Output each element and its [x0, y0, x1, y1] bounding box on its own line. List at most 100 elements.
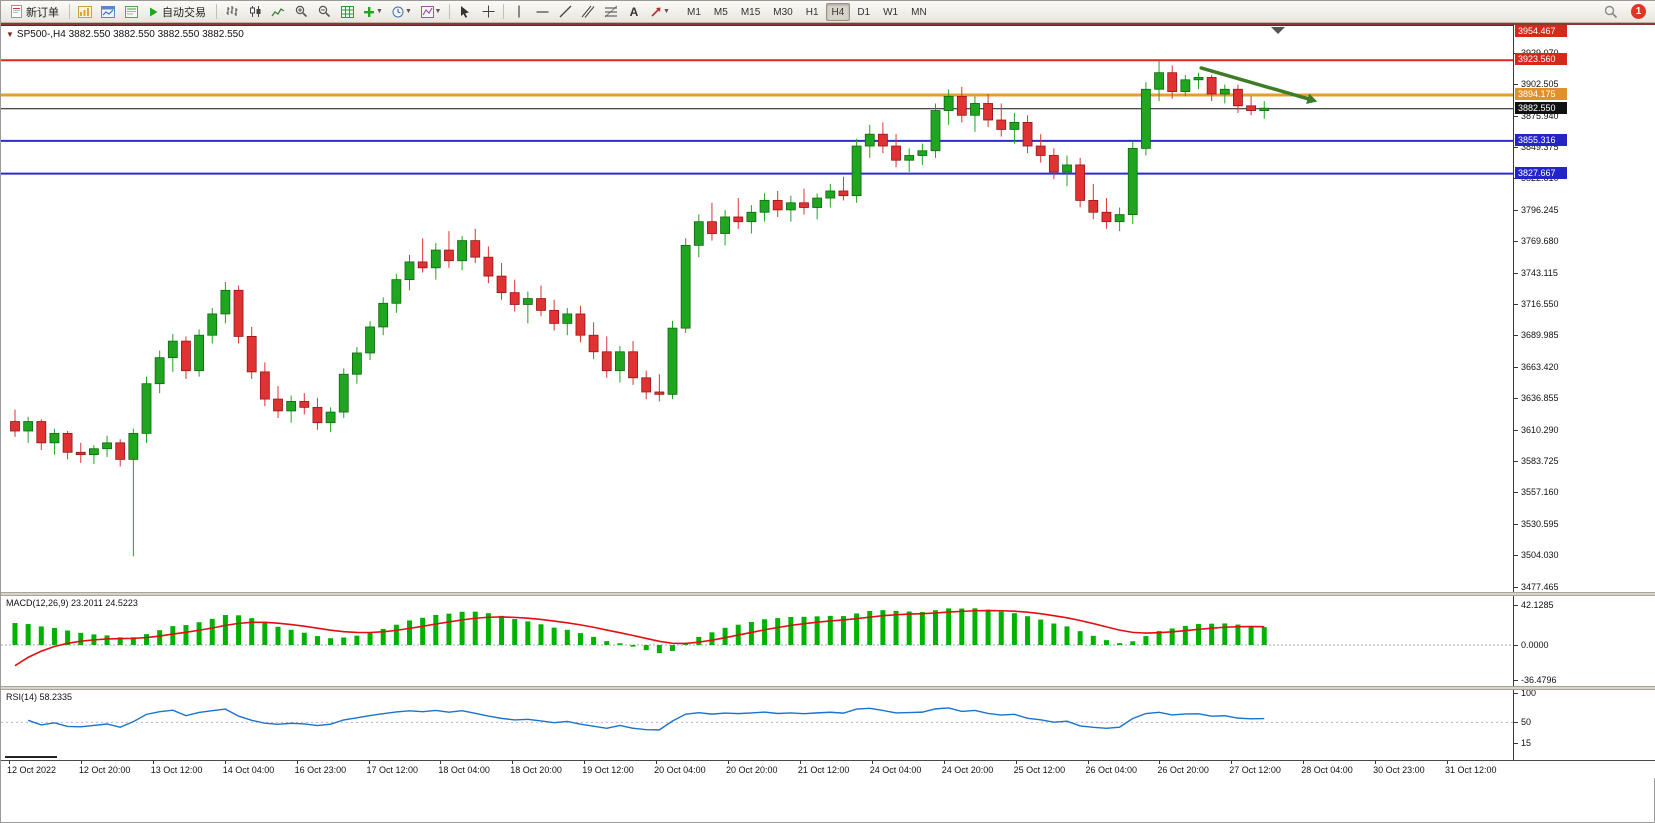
market-watch-button[interactable] [120, 2, 142, 21]
new-order-button[interactable]: 新订单 [5, 2, 65, 21]
candlestick-chart-button[interactable] [244, 2, 266, 21]
search-button[interactable] [1600, 2, 1622, 21]
indicators-button[interactable] [336, 2, 358, 21]
time-axis[interactable]: 12 Oct 2022 12 Oct 20:00 13 Oct 12:00 14 Oc… [1, 760, 1655, 778]
macd-scale-label: 42.1285 [1521, 600, 1554, 610]
price-tick-mark [1514, 304, 1518, 305]
time-label: 18 Oct 20:00 [510, 765, 562, 775]
arrows-tool-icon [650, 6, 662, 18]
price-tick-mark [1514, 586, 1518, 588]
time-label: 26 Oct 04:00 [1085, 765, 1138, 775]
notification-count: 1 [1635, 6, 1642, 17]
cursor-button[interactable] [454, 2, 476, 21]
cursor-icon [459, 5, 471, 18]
candlestick-plot[interactable] [1, 26, 1513, 593]
price-tick-label: 3849.375 [1521, 141, 1559, 152]
timeframe-group: M1 M5 M15 M30 H1 H4 D1 W1 MN [681, 2, 933, 21]
time-tick-mark [943, 761, 945, 764]
hline-icon [536, 7, 549, 17]
notification-badge[interactable]: 1 [1631, 4, 1646, 19]
time-tick-mark [871, 761, 873, 764]
timeframe-mn[interactable]: MN [911, 6, 927, 18]
price-tick-mark [1514, 209, 1518, 211]
trend-arrow-head [1306, 93, 1318, 105]
panel-divider[interactable] [1, 686, 1655, 690]
price-tick-label: 3663.420 [1521, 361, 1559, 372]
profiles-button[interactable] [97, 2, 119, 21]
time-label: 26 Oct 20:00 [1157, 765, 1209, 775]
time-tick-mark [152, 761, 154, 764]
price-tick-mark [1514, 52, 1518, 54]
arrows-tool-dropdown[interactable]: ▼ [646, 2, 674, 21]
price-tick-mark [1514, 178, 1518, 180]
time-label: 18 Oct 04:00 [438, 765, 490, 775]
time-label: 16 Oct 23:00 [294, 765, 347, 775]
panel-divider[interactable] [1, 592, 1655, 596]
price-tick-label: 3504.030 [1521, 550, 1559, 561]
line-chart-button[interactable] [267, 2, 289, 21]
crosshair-button[interactable] [477, 2, 499, 21]
periods-dropdown[interactable]: ▼ [388, 2, 416, 21]
fibonacci-tool[interactable] [600, 2, 622, 21]
price-tick-label: 3929.070 [1521, 48, 1559, 58]
templates-dropdown[interactable]: ▼ [417, 2, 445, 21]
macd-scale-label: -36.4796 [1521, 674, 1557, 685]
price-tick-label: 3796.245 [1521, 204, 1559, 215]
auto-trading-button[interactable]: 自动交易 [143, 2, 212, 21]
price-tick-label: 3583.725 [1521, 456, 1559, 467]
time-tick-mark [799, 761, 801, 764]
macd-scale-label: 0.0000 [1521, 640, 1549, 650]
toolbar-separator [216, 4, 217, 19]
rsi-panel[interactable]: RSI(14) 58.2335 [1, 690, 1513, 754]
zoom-in-button[interactable] [290, 2, 312, 21]
time-label: 19 Oct 12:00 [582, 765, 634, 775]
horizontal-scrollbar[interactable] [1, 754, 1513, 760]
rsi-label: RSI(14) 58.2335 [6, 692, 73, 702]
text-tool-icon: A [629, 4, 639, 19]
timeframe-h4[interactable]: H4 [825, 2, 851, 21]
collapse-triangle-icon[interactable]: ▼ [6, 30, 14, 39]
price-tick-label: 3610.290 [1521, 424, 1559, 435]
auto-trading-label: 自动交易 [162, 6, 206, 19]
timeframe-m5[interactable]: M5 [713, 6, 728, 18]
time-label: 27 Oct 12:00 [1229, 765, 1281, 775]
timeframe-m1[interactable]: M1 [687, 6, 701, 18]
new-chart-button[interactable] [74, 2, 96, 21]
rsi-tick-mark [1514, 693, 1518, 694]
vertical-line-tool[interactable] [508, 2, 530, 21]
scrollbar-thumb[interactable] [5, 756, 57, 758]
text-tool[interactable]: A [623, 2, 645, 21]
rsi-scale-label: 50 [1521, 717, 1532, 728]
horizontal-line-tool[interactable] [531, 2, 553, 21]
time-label: 25 Oct 12:00 [1013, 765, 1066, 775]
timeframe-m15[interactable]: M15 [740, 6, 761, 18]
trend-arrow[interactable] [1199, 66, 1310, 101]
price-tick-label: 3477.465 [1521, 581, 1559, 592]
price-tick-mark [1514, 241, 1518, 243]
zoom-out-button[interactable] [313, 2, 335, 21]
main-chart-panel[interactable]: ▼ SP500-,H4 3882.550 3882.550 3882.550 3… [1, 25, 1513, 592]
macd-panel[interactable]: MACD(12,26,9) 23.2011 24.5223 [1, 596, 1513, 686]
fibonacci-icon [604, 5, 618, 18]
chevron-down-icon: ▼ [434, 8, 442, 15]
channel-tool[interactable] [577, 2, 599, 21]
timeframe-h1[interactable]: H1 [805, 6, 819, 18]
chart-title: ▼ SP500-,H4 3882.550 3882.550 3882.550 3… [6, 29, 244, 40]
time-label: 20 Oct 20:00 [726, 765, 778, 775]
chart-shift-marker [1271, 27, 1285, 34]
price-tick-mark [1514, 555, 1518, 557]
bar-chart-button[interactable] [221, 2, 243, 21]
templates-icon [420, 5, 434, 18]
price-axis[interactable]: 3929.0703902.5053875.9403849.3753822.810… [1513, 25, 1655, 760]
timeframe-m30[interactable]: M30 [773, 6, 793, 18]
price-tick-label: 3902.505 [1521, 79, 1559, 90]
timeframe-d1[interactable]: D1 [857, 6, 871, 18]
time-tick-mark [512, 761, 514, 764]
toolbar: 新订单 自动交易 [1, 1, 1655, 23]
add-indicator-dropdown[interactable]: ▼ [359, 2, 387, 21]
time-tick-mark [1447, 761, 1448, 764]
zoom-in-icon [295, 5, 308, 18]
timeframe-w1[interactable]: W1 [883, 6, 899, 18]
trendline-tool[interactable] [554, 2, 576, 21]
